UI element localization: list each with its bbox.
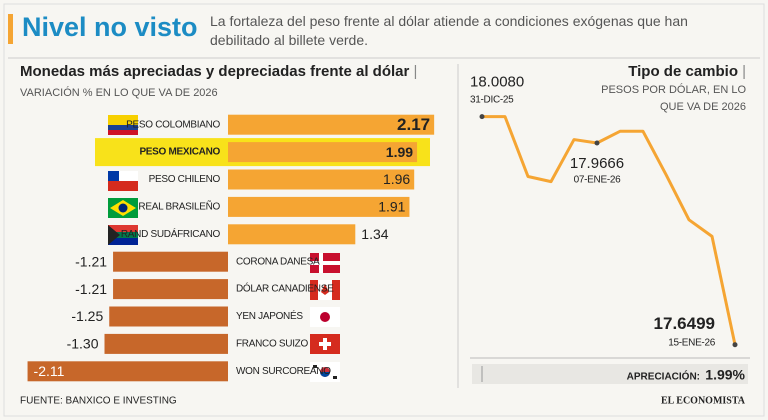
category-label: YEN JAPONÉS (236, 309, 303, 322)
value-label: 1.34 (361, 226, 388, 242)
accent (8, 14, 13, 44)
category-label: REAL BRASILEÑO (138, 200, 220, 213)
bar (228, 169, 415, 190)
line-subtitle-box: PESOS POR DÓLAR, EN LO QUE VA DE 2026 (601, 84, 746, 113)
line-subtitle: PESOS POR DÓLAR, EN LO QUE VA DE 2026 (601, 84, 746, 113)
date-label: 07-ENE-26 (574, 175, 622, 186)
annotation-value: 1.99% (705, 367, 745, 383)
point (479, 114, 485, 120)
date-label: 31-DIC-25 (470, 94, 514, 105)
bar (113, 251, 228, 272)
value-label: 1.99 (386, 144, 413, 160)
value-label: 2.17 (397, 115, 430, 134)
subtitle: La fortaleza del peso frente al dólar at… (210, 13, 688, 48)
category-label: PESO MEXICANO (139, 147, 220, 158)
point (732, 342, 738, 348)
category-label: PESO CHILENO (149, 174, 221, 185)
flags (108, 115, 340, 382)
subtitle-box: La fortaleza del peso frente al dólar at… (210, 13, 688, 48)
point (594, 140, 600, 146)
value-label: -1.21 (75, 281, 107, 297)
category-label: RAND SUDÁFRICANO (121, 227, 221, 240)
category-label: CORONA DANESA (236, 256, 320, 267)
value-label: -1.21 (75, 253, 107, 269)
value-label: 17.9666 (570, 155, 624, 172)
bar (228, 142, 418, 163)
value-label: 1.96 (383, 171, 410, 187)
bar (228, 114, 435, 135)
brand: EL ECONOMISTA (661, 395, 746, 406)
bar (27, 361, 228, 382)
separator: | (742, 63, 746, 80)
category-label: FRANCO SUIZO (236, 339, 308, 350)
value-label: -1.25 (71, 308, 103, 324)
line (482, 115, 737, 346)
source: FUENTE: BANXICO E INVESTING (20, 396, 177, 407)
bar-subtitle: VARIACIÓN % EN LO QUE VA DE 2026 (20, 87, 218, 99)
annotation-bg (472, 364, 748, 384)
category-label: PESO COLOMBIANO (126, 119, 220, 130)
bar (113, 279, 228, 300)
bar (109, 306, 228, 327)
title: Nivel no visto (22, 12, 198, 42)
bar (228, 196, 410, 217)
date-label: 15-ENE-26 (668, 337, 716, 348)
value-label: -1.30 (67, 336, 99, 352)
value-label: -2.11 (34, 363, 65, 379)
value-label: 1.91 (378, 199, 405, 215)
category-label: DÓLAR CANADIENSE (236, 282, 334, 295)
bar (228, 224, 356, 245)
category-label: WON SURCOREANO (236, 366, 331, 377)
line-title: Tipo de cambio (628, 63, 738, 80)
bar-title-box: Monedas más apreciadas y depreciadas fre… (20, 63, 417, 99)
bar (104, 333, 228, 354)
value-label: 17.6499 (654, 314, 715, 333)
bar-title: Monedas más apreciadas y depreciadas fre… (20, 63, 410, 80)
frame (3, 3, 765, 417)
annotation-label: APRECIACIÓN: (627, 370, 700, 383)
value-label: 18.0080 (470, 74, 524, 91)
